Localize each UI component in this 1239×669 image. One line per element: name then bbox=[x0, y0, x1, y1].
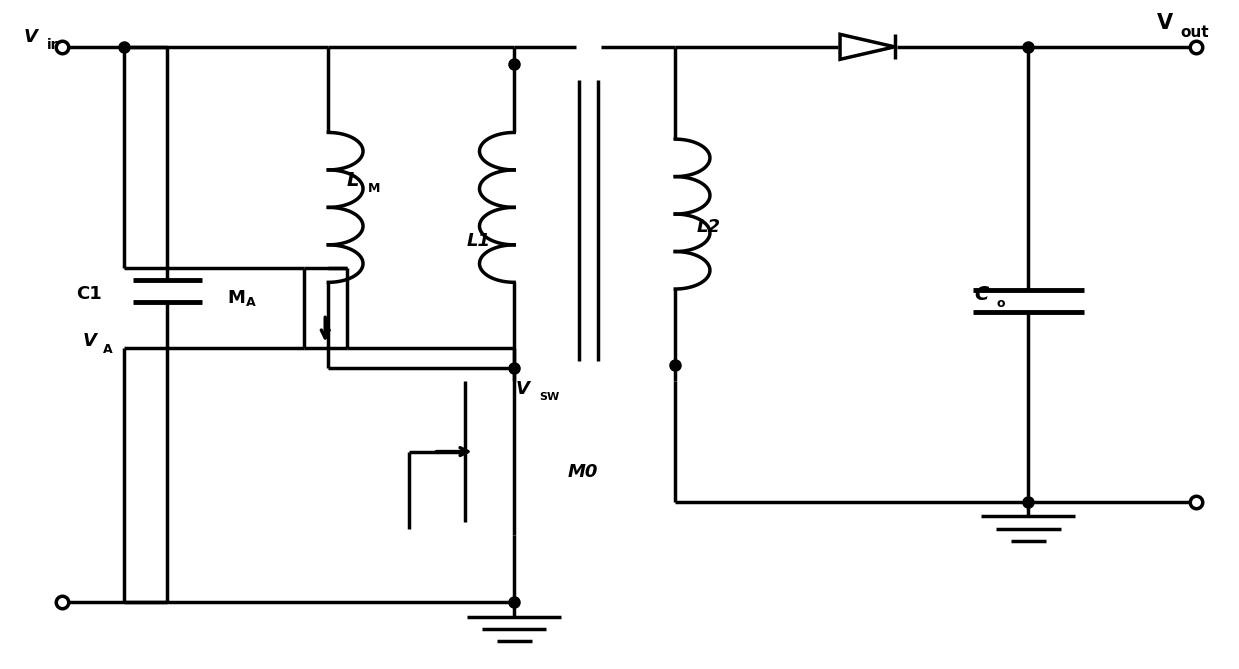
Text: V: V bbox=[82, 332, 97, 350]
Text: C: C bbox=[974, 285, 989, 304]
Text: L1: L1 bbox=[466, 232, 491, 250]
Text: in: in bbox=[47, 38, 62, 52]
Text: L: L bbox=[347, 171, 359, 190]
Text: C1: C1 bbox=[76, 286, 102, 303]
Text: L2: L2 bbox=[696, 219, 721, 236]
Text: M: M bbox=[368, 182, 380, 195]
Text: V: V bbox=[515, 381, 529, 398]
Text: M0: M0 bbox=[567, 463, 598, 480]
Text: V: V bbox=[1156, 13, 1173, 33]
Text: $\mathbf{M_A}$: $\mathbf{M_A}$ bbox=[227, 288, 256, 308]
Text: o: o bbox=[997, 296, 1005, 310]
Text: SW: SW bbox=[539, 393, 559, 402]
Text: out: out bbox=[1180, 25, 1209, 39]
Text: V: V bbox=[24, 28, 38, 45]
Text: A: A bbox=[103, 343, 113, 356]
